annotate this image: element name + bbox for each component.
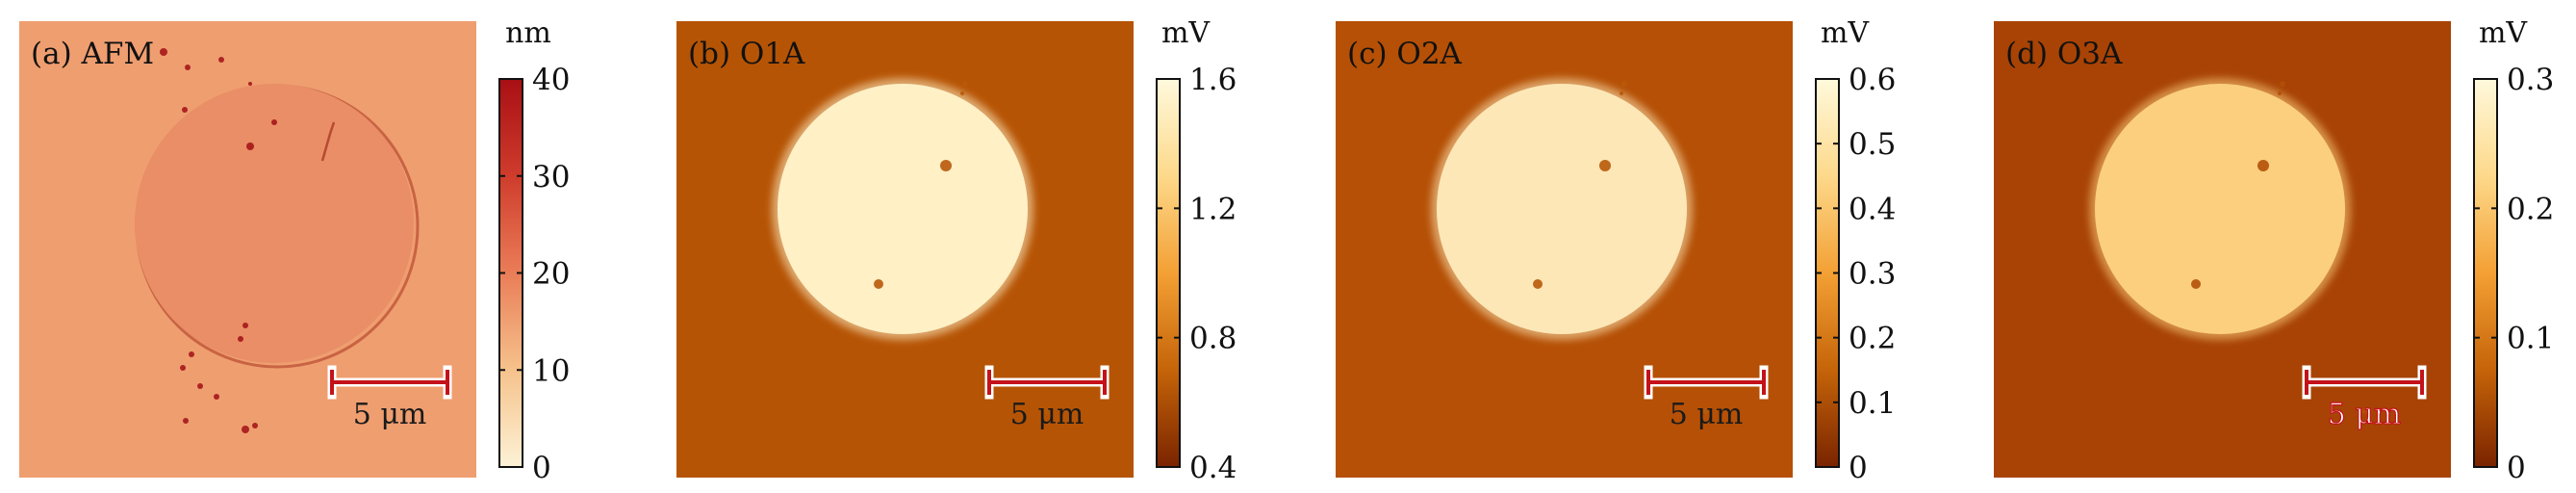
defect-spot bbox=[242, 426, 249, 433]
scale-bar-label: 5 μm bbox=[1010, 398, 1084, 431]
disk bbox=[135, 84, 414, 363]
colorbar-tick-label: 0.1 bbox=[2507, 322, 2554, 356]
defect-spot bbox=[940, 160, 952, 171]
colorbar-tick-label: 0.1 bbox=[1849, 386, 1896, 421]
colorbar-tick-label: 0.2 bbox=[2507, 192, 2554, 226]
colorbar-tick-label: 0 bbox=[1849, 451, 1868, 485]
disk bbox=[2095, 84, 2345, 334]
panel-b: (b) O1A 5 μm mV 0.4 0.8 1.2 1.6 bbox=[676, 16, 1237, 485]
defect-spot bbox=[2280, 81, 2285, 87]
defect-spot bbox=[183, 418, 189, 424]
defect-spot bbox=[180, 365, 186, 371]
colorbar-tick-label: 1.6 bbox=[1189, 63, 1237, 97]
defect-spot bbox=[1620, 91, 1623, 95]
colorbar-tick-label: 20 bbox=[532, 257, 570, 292]
defect-spot bbox=[1044, 408, 1050, 414]
defect-spot bbox=[252, 423, 258, 428]
colorbar-a: nm 0 10 20 30 40 bbox=[498, 16, 570, 485]
colorbar-unit: mV bbox=[2479, 16, 2528, 50]
scale-bar: 5 μm bbox=[2302, 365, 2427, 432]
defect-spot bbox=[218, 57, 224, 63]
defect-spot bbox=[1599, 160, 1611, 171]
panel-d: (d) O3A 5 μm mV 0 0.1 0.2 0.3 bbox=[1994, 16, 2554, 485]
defect-spot bbox=[2191, 279, 2201, 289]
colorbar-tick-label: 0.8 bbox=[1189, 322, 1237, 356]
panel-c: (c) O2A 5 μm mV 0 0.1 0.2 0.3 0.4 0.5 0.6 bbox=[1336, 16, 1896, 485]
colorbar-gradient bbox=[1156, 78, 1181, 468]
scale-bar: 5 μm bbox=[1644, 365, 1769, 431]
scale-bar-label: 5 μm bbox=[353, 398, 427, 431]
defect-spot bbox=[238, 336, 243, 342]
colorbar-tick-label: 0.3 bbox=[1849, 257, 1896, 292]
defect-spot bbox=[182, 107, 188, 113]
colorbar-tick-label: 0.6 bbox=[1849, 63, 1896, 97]
defect-spot bbox=[2361, 408, 2367, 414]
scale-bar-label: 5 μm bbox=[1670, 398, 1744, 431]
image-b bbox=[676, 21, 1134, 478]
defect-spot bbox=[1533, 279, 1543, 289]
defect-spot bbox=[197, 383, 203, 389]
colorbar-tick-label: 0.2 bbox=[1849, 322, 1896, 356]
defect-spot bbox=[246, 143, 254, 150]
defect-spot bbox=[214, 394, 219, 400]
colorbar-tick-label: 0.5 bbox=[1849, 127, 1896, 162]
colorbar-tick-label: 40 bbox=[532, 63, 570, 97]
defect-spot bbox=[189, 351, 194, 357]
scale-bar: 5 μm bbox=[984, 365, 1109, 431]
panel-label: (a) AFM bbox=[31, 37, 154, 71]
colorbar-tick-label: 30 bbox=[532, 160, 570, 195]
scale-bar: 5 μm bbox=[327, 365, 452, 431]
colorbar-tick-label: 10 bbox=[532, 353, 570, 388]
defect-spot bbox=[185, 65, 191, 70]
colorbar-tick-label: 0 bbox=[532, 451, 551, 485]
defect-spot bbox=[242, 323, 248, 328]
colorbar-tick-label: 0.3 bbox=[2507, 63, 2554, 97]
colorbar-unit: mV bbox=[1821, 16, 1870, 50]
defect-spot bbox=[160, 48, 167, 56]
colorbar-tick-label: 1.2 bbox=[1189, 192, 1237, 226]
panel-label: (d) O3A bbox=[2005, 37, 2123, 71]
defect-spot bbox=[248, 82, 252, 86]
panel-label: (b) O1A bbox=[688, 37, 805, 71]
disk bbox=[778, 84, 1028, 334]
colorbar-b: mV 0.4 0.8 1.2 1.6 bbox=[1156, 16, 1237, 485]
defect-spot bbox=[960, 91, 964, 95]
image-a bbox=[19, 21, 476, 478]
colorbar-unit: mV bbox=[1161, 16, 1211, 50]
colorbar-tick-label: 0 bbox=[2507, 451, 2526, 485]
image-c bbox=[1336, 21, 1793, 478]
defect-spot bbox=[271, 119, 277, 125]
disk bbox=[1437, 84, 1687, 334]
defect-spot bbox=[962, 81, 968, 87]
defect-spot bbox=[2278, 91, 2282, 95]
defect-spot bbox=[1703, 408, 1709, 414]
defect-spot bbox=[2257, 160, 2269, 171]
colorbar-gradient bbox=[2473, 78, 2498, 468]
colorbar-unit: nm bbox=[505, 16, 551, 50]
image-d bbox=[1994, 21, 2451, 478]
colorbar-tick-label: 0.4 bbox=[1189, 451, 1237, 485]
defect-spot bbox=[874, 279, 883, 289]
colorbar-d: mV 0 0.1 0.2 0.3 bbox=[2473, 16, 2554, 485]
defect-spot bbox=[1621, 81, 1627, 87]
scratch-line bbox=[320, 121, 336, 162]
panel-label: (c) O2A bbox=[1347, 37, 1463, 71]
colorbar-c: mV 0 0.1 0.2 0.3 0.4 0.5 0.6 bbox=[1815, 16, 1896, 485]
panel-a: (a) AFM 5 μm nm 0 10 20 30 40 bbox=[19, 16, 570, 485]
colorbar-tick-label: 0.4 bbox=[1849, 192, 1896, 226]
scale-bar-label: 5 μm bbox=[2328, 398, 2402, 431]
